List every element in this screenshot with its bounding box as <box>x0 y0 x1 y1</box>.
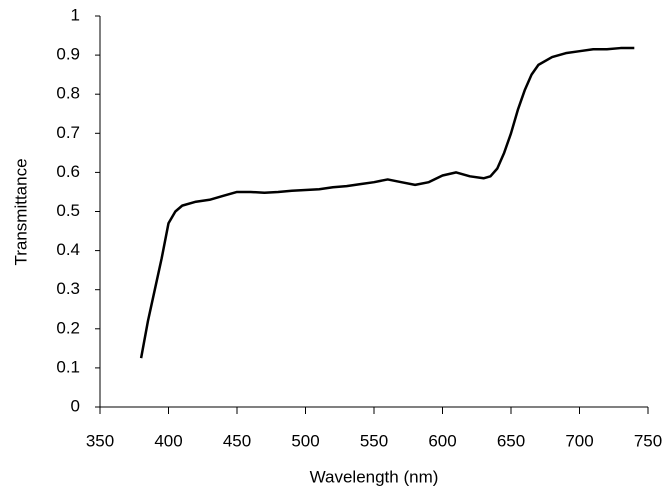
y-tick-label: 0.8 <box>56 84 80 103</box>
x-tick-label: 450 <box>223 431 251 450</box>
y-tick-label: 0.5 <box>56 201 80 220</box>
x-tick-label: 500 <box>291 431 319 450</box>
y-tick-label: 0.6 <box>56 162 80 181</box>
x-tick-label: 350 <box>86 431 114 450</box>
x-tick-label: 650 <box>497 431 525 450</box>
y-tick-label: 0 <box>71 396 80 415</box>
x-tick-label: 600 <box>428 431 456 450</box>
y-tick-label: 0.3 <box>56 279 80 298</box>
y-tick-label: 0.9 <box>56 45 80 64</box>
y-tick-label: 0.2 <box>56 318 80 337</box>
x-tick-label: 550 <box>360 431 388 450</box>
x-tick-label: 400 <box>154 431 182 450</box>
y-tick-label: 1 <box>71 5 80 24</box>
y-axis-label: Transmittance <box>11 158 30 265</box>
x-axis-label: Wavelength (nm) <box>310 467 439 486</box>
y-tick-label: 0.4 <box>56 240 80 259</box>
y-tick-label: 0.7 <box>56 123 80 142</box>
x-tick-label: 700 <box>565 431 593 450</box>
x-tick-label: 750 <box>634 431 662 450</box>
data-line <box>139 46 635 359</box>
y-tick-label: 0.1 <box>56 357 80 376</box>
